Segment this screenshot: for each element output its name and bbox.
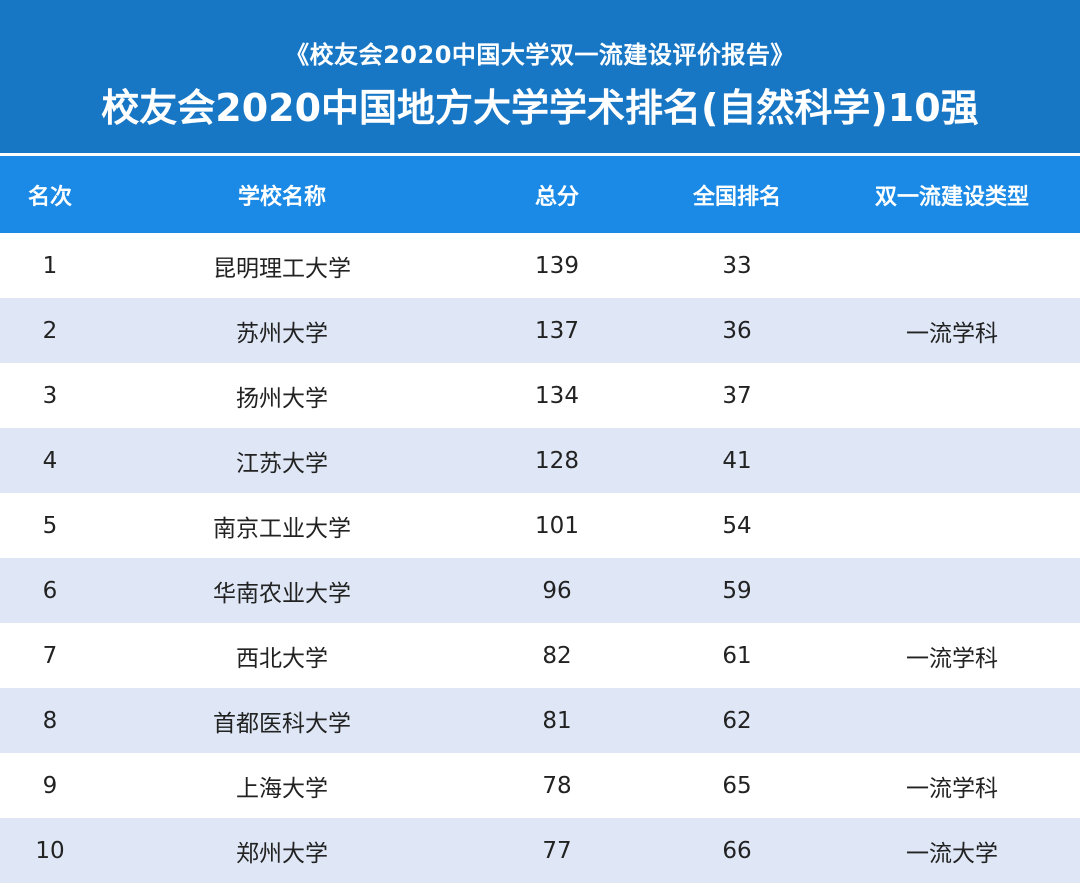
national-rank-cell: 41 (722, 447, 752, 474)
national-rank-cell: 61 (722, 642, 752, 669)
column-header-school: 学校名称 (237, 184, 326, 210)
national-rank-cell: 36 (722, 317, 752, 344)
type-cell: 一流大学 (906, 840, 998, 867)
score-cell: 96 (542, 577, 572, 604)
type-cell: 一流学科 (906, 775, 998, 802)
school-cell: 南京工业大学 (213, 515, 351, 542)
type-cell (842, 493, 1062, 558)
national-rank-cell: 59 (722, 577, 752, 604)
type-cell: 一流学科 (906, 645, 998, 672)
type-cell (842, 558, 1062, 623)
score-cell: 78 (542, 772, 572, 799)
table-row: 4 江苏大学 128 41 (0, 428, 1080, 493)
national-rank-cell: 54 (722, 512, 752, 539)
school-cell: 郑州大学 (236, 840, 328, 867)
report-subtitle: 《校友会2020中国大学双一流建设评价报告》 (285, 41, 795, 69)
column-header-type: 双一流建设类型 (874, 184, 1029, 210)
school-cell: 首都医科大学 (213, 710, 351, 737)
column-header-score: 总分 (534, 184, 579, 210)
table-row: 1 昆明理工大学 139 33 (0, 233, 1080, 298)
rank-cell: 9 (42, 772, 58, 799)
score-cell: 137 (535, 317, 579, 344)
page-title: 校友会2020中国地方大学学术排名(自然科学)10强 (101, 86, 979, 130)
column-header-rank: 名次 (27, 184, 72, 210)
table-row: 2 苏州大学 137 36 一流学科 (0, 298, 1080, 363)
national-rank-cell: 33 (722, 252, 752, 279)
school-cell: 扬州大学 (236, 385, 328, 412)
type-cell (842, 688, 1062, 753)
column-header-national-rank: 全国排名 (692, 184, 781, 210)
national-rank-cell: 66 (722, 837, 752, 864)
score-cell: 139 (535, 252, 579, 279)
table-row: 8 首都医科大学 81 62 (0, 688, 1080, 753)
score-cell: 77 (542, 837, 572, 864)
score-cell: 134 (535, 382, 579, 409)
table-row: 5 南京工业大学 101 54 (0, 493, 1080, 558)
national-rank-cell: 65 (722, 772, 752, 799)
banner-divider (0, 153, 1080, 156)
national-rank-cell: 62 (722, 707, 752, 734)
school-cell: 苏州大学 (236, 320, 328, 347)
rank-cell: 4 (42, 447, 58, 474)
school-cell: 江苏大学 (236, 450, 328, 477)
type-cell (842, 233, 1062, 298)
type-cell: 一流学科 (906, 320, 998, 347)
table-body: 1 昆明理工大学 139 33 2 苏州大学 137 36 一流学科 3 扬州大… (0, 233, 1080, 883)
school-cell: 西北大学 (236, 645, 328, 672)
table-row: 6 华南农业大学 96 59 (0, 558, 1080, 623)
rank-cell: 7 (42, 642, 58, 669)
rank-cell: 3 (42, 382, 58, 409)
table-row: 10 郑州大学 77 66 一流大学 (0, 818, 1080, 883)
school-cell: 上海大学 (236, 775, 328, 802)
score-cell: 101 (535, 512, 579, 539)
rank-cell: 2 (42, 317, 58, 344)
type-cell (842, 363, 1062, 428)
type-cell (842, 428, 1062, 493)
rank-cell: 10 (35, 837, 65, 864)
school-cell: 华南农业大学 (213, 580, 351, 607)
table-row: 7 西北大学 82 61 一流学科 (0, 623, 1080, 688)
rank-cell: 1 (42, 252, 58, 279)
school-cell: 昆明理工大学 (213, 255, 351, 282)
score-cell: 82 (542, 642, 572, 669)
score-cell: 81 (542, 707, 572, 734)
rank-cell: 8 (42, 707, 58, 734)
table-row: 3 扬州大学 134 37 (0, 363, 1080, 428)
table-header: 名次 学校名称 总分 全国排名 双一流建设类型 (0, 156, 1080, 233)
table-row: 9 上海大学 78 65 一流学科 (0, 753, 1080, 818)
rank-cell: 6 (42, 577, 58, 604)
rank-cell: 5 (42, 512, 58, 539)
score-cell: 128 (535, 447, 579, 474)
title-banner: 《校友会2020中国大学双一流建设评价报告》 校友会2020中国地方大学学术排名… (0, 0, 1080, 153)
national-rank-cell: 37 (722, 382, 752, 409)
